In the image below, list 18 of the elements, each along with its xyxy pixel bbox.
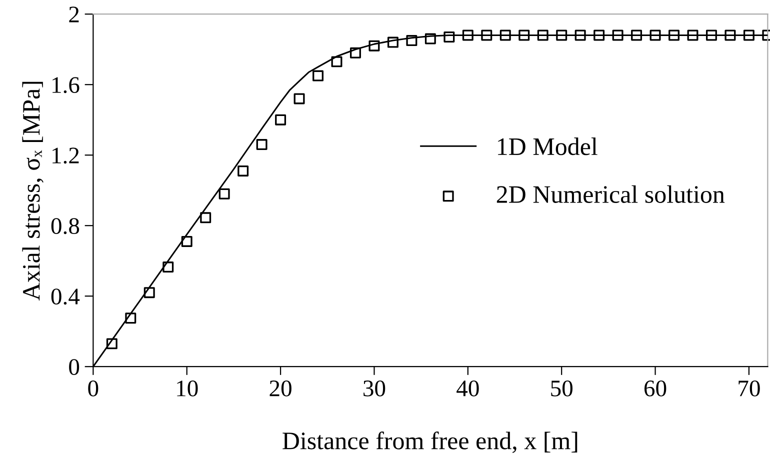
- y-tick-label: 0: [69, 359, 80, 376]
- y-tick-label: 1.6: [52, 77, 80, 94]
- y-tick-label: 1.2: [52, 148, 79, 164]
- y-tick-label: 2: [69, 6, 79, 22]
- legend-label: 1D Model: [498, 138, 598, 156]
- x-axis-title: Distance from free end, x [m]: [282, 432, 578, 453]
- y-tick-label: 0.8: [51, 218, 80, 234]
- x-tick-label: 70: [738, 380, 760, 396]
- x-tick-label: 50: [551, 380, 572, 396]
- x-tick-label: 60: [644, 380, 666, 396]
- y-axis-title: Axial stress, σₓ [MPa]: [22, 82, 44, 300]
- x-tick-label: 10: [177, 380, 198, 396]
- x-tick-label: 30: [364, 380, 386, 396]
- x-tick-label: 20: [270, 380, 292, 396]
- x-tick-label: 40: [456, 380, 479, 396]
- x-tick-label: 0: [88, 380, 98, 396]
- y-tick-label: 0.4: [51, 288, 80, 305]
- legend-label: 2D Numerical solution: [496, 185, 725, 203]
